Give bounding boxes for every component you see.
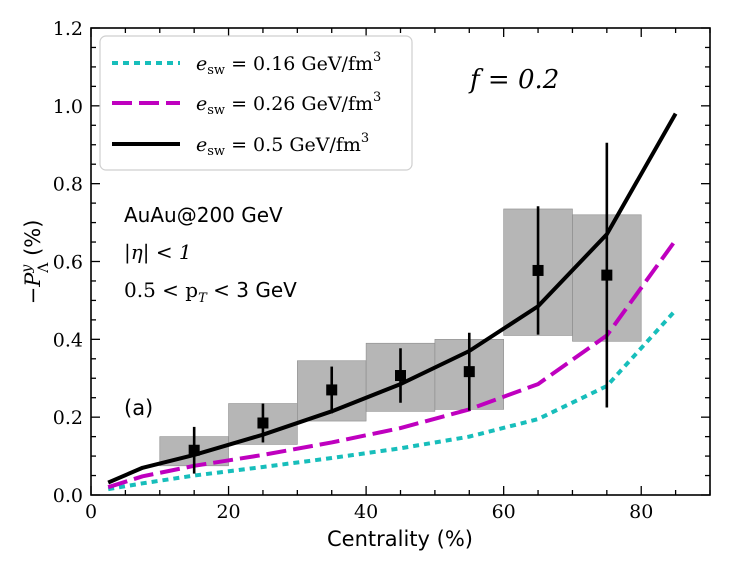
legend-box <box>99 35 413 171</box>
y-axis-label-unit: (%) <box>21 220 45 263</box>
y-tick-label: 1.0 <box>53 96 83 118</box>
f-parameter-label: f = 0.2 <box>468 65 559 95</box>
y-axis-label: −PyΛ (%) <box>19 220 52 305</box>
curve-series-2 <box>107 112 678 485</box>
legend-label-2-mid: = 0.5 GeV/fm <box>225 134 361 156</box>
data-point-marker <box>326 384 338 396</box>
x-tick-label: 80 <box>629 501 653 523</box>
x-tick-label: 60 <box>492 501 516 523</box>
legend-label-1-sup: 3 <box>373 90 381 105</box>
y-tick-label: 1.2 <box>53 18 83 40</box>
axis-ticks <box>90 27 711 496</box>
pt-cut-main: 0.5 < p <box>124 278 198 302</box>
y-tick-label: 0.4 <box>53 329 83 351</box>
y-tick-label: 0.0 <box>53 485 83 507</box>
legend-label-0-mid: = 0.16 GeV/fm <box>225 53 373 75</box>
data-point-marker <box>532 264 544 276</box>
panel-label: (a) <box>124 396 153 420</box>
data-point-marker <box>463 366 475 378</box>
pt-cut-rest: < 3 GeV <box>207 278 297 302</box>
legend-label-2-sup: 3 <box>361 131 369 146</box>
legend-label-1: esw = 0.26 GeV/fm3 <box>196 90 381 118</box>
x-axis-label: Centrality (%) <box>327 527 473 551</box>
data-points <box>188 142 613 474</box>
legend: esw = 0.16 GeV/fm3 esw = 0.26 GeV/fm3 es… <box>99 35 413 171</box>
legend-label-2-var: e <box>196 134 207 156</box>
x-tick-label: 20 <box>216 501 240 523</box>
legend-label-0-sub: sw <box>207 63 225 78</box>
data-point-marker <box>188 444 200 456</box>
system-label: AuAu@200 GeV <box>124 203 283 227</box>
y-axis-label-sup: y <box>19 264 35 274</box>
model-curves <box>107 112 678 492</box>
legend-label-0: esw = 0.16 GeV/fm3 <box>196 50 381 78</box>
legend-label-2: esw = 0.5 GeV/fm3 <box>196 131 369 159</box>
eta-cut-label: |η| < 1 <box>124 240 192 265</box>
curve-series-0 <box>107 308 678 492</box>
legend-label-2-sub: sw <box>207 144 225 159</box>
legend-label-1-var: e <box>196 93 207 115</box>
x-tick-label: 40 <box>354 501 378 523</box>
legend-label-1-mid: = 0.26 GeV/fm <box>225 93 373 115</box>
legend-label-0-var: e <box>196 53 207 75</box>
legend-label-1-sub: sw <box>207 103 225 118</box>
x-tick-label: 0 <box>85 501 97 523</box>
data-point-marker <box>257 417 269 429</box>
y-axis-label-sub: Λ <box>36 262 52 274</box>
pt-cut-sub: T <box>198 291 208 306</box>
y-tick-label: 0.6 <box>53 252 83 274</box>
pt-cut-label: 0.5 < pT < 3 GeV <box>124 278 297 306</box>
y-tick-label: 0.8 <box>53 174 83 196</box>
data-point-marker <box>601 269 613 281</box>
axis-tick-labels: 0 20 40 60 80 0.0 0.2 0.4 0.6 0.8 1.0 1.2 <box>53 18 654 523</box>
data-point-marker <box>395 370 406 382</box>
curve-series-1 <box>107 238 678 490</box>
y-tick-label: 0.2 <box>53 407 83 429</box>
legend-label-0-sup: 3 <box>373 50 381 65</box>
y-axis-label-main: −P <box>21 272 45 305</box>
